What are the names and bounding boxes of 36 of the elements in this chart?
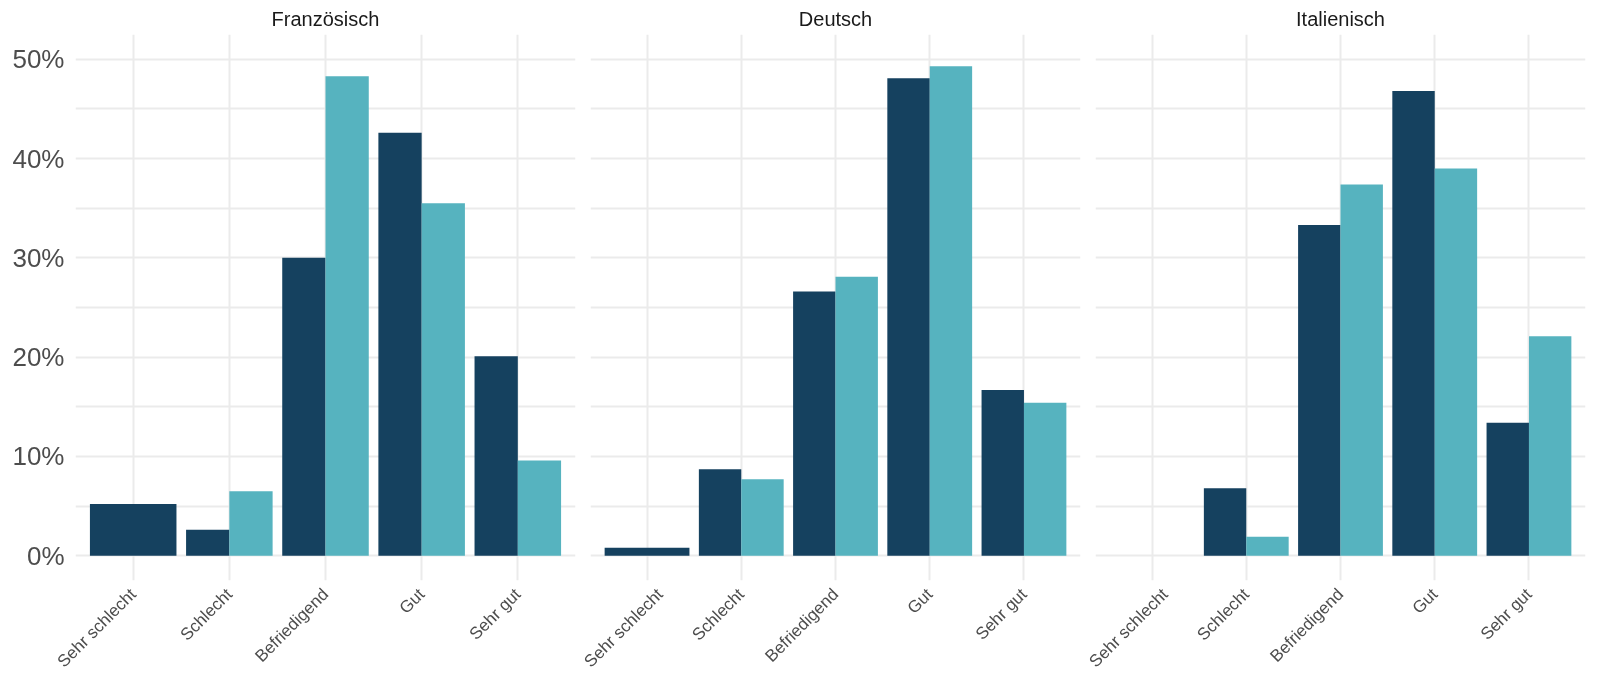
x-tick-label: Gut (1408, 584, 1442, 618)
bar (229, 491, 273, 556)
chart-title: Deutsch (798, 7, 873, 30)
bar (698, 469, 742, 556)
bar (1528, 336, 1572, 556)
chart-title: Französisch (271, 7, 380, 30)
y-tick-label: 50% (12, 44, 65, 75)
bar (1434, 168, 1478, 556)
bar (1023, 402, 1067, 556)
bar (1340, 184, 1383, 556)
y-tick-label: 0% (26, 540, 65, 571)
bar (929, 66, 973, 556)
bar (887, 78, 930, 556)
y-tick-label: 20% (12, 342, 65, 373)
x-tick-label: Gut (395, 584, 429, 618)
bar (325, 76, 369, 556)
y-tick-label: 10% (12, 441, 65, 472)
bar (793, 291, 836, 556)
bar (474, 356, 518, 556)
bar (1392, 91, 1435, 556)
bar (1298, 225, 1341, 556)
bar (186, 529, 230, 556)
bar (421, 203, 465, 556)
bar (835, 276, 878, 556)
chart-title: Italienisch (1296, 7, 1385, 30)
y-tick-label: 40% (12, 143, 65, 174)
bar (1203, 488, 1247, 556)
bar (378, 132, 422, 556)
x-tick-label: Gut (903, 584, 937, 618)
bar (1246, 536, 1289, 556)
bar (517, 460, 562, 556)
bar (741, 479, 784, 556)
bar (282, 257, 326, 556)
bar (981, 389, 1024, 556)
y-tick-label: 30% (12, 242, 65, 273)
bar (1486, 422, 1529, 556)
